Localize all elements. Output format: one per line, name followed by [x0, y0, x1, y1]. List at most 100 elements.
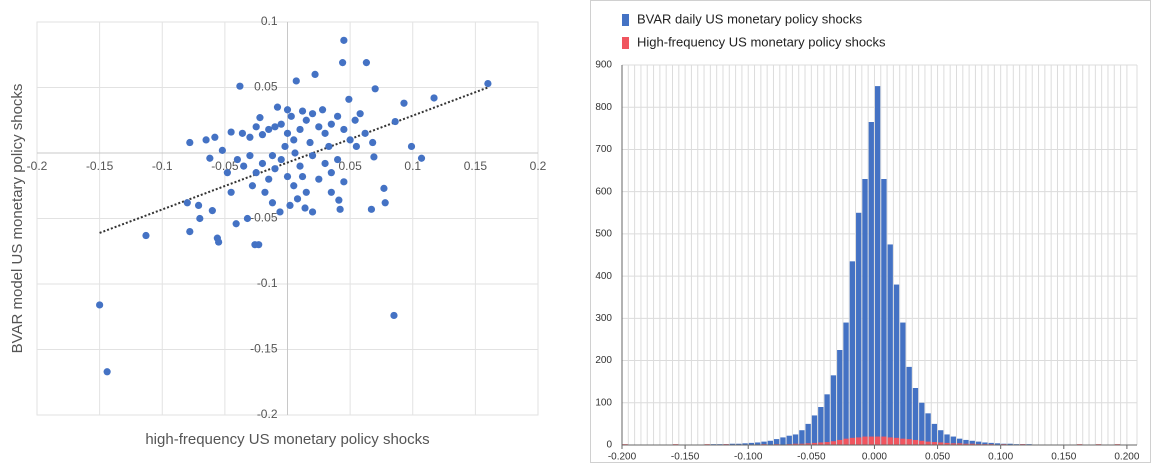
scatter-point — [183, 199, 191, 207]
scatter-point — [215, 238, 223, 246]
x-axis-title: high-frequency US monetary policy shocks — [145, 431, 429, 448]
histogram-bar — [938, 442, 944, 445]
histogram-bar — [868, 436, 874, 445]
scatter-point — [196, 214, 204, 223]
histogram-chart: 0 100 200 300 400 500 600 700 800 900 BVAR daily U… — [595, 11, 1140, 462]
histogram-bar — [988, 442, 994, 445]
x-tick-label: 0.05 — [338, 159, 362, 173]
histogram-bar — [874, 86, 881, 445]
histogram-bar — [957, 443, 963, 445]
x-tick-label: -0.1 — [152, 159, 173, 173]
scatter-point — [296, 125, 304, 134]
scatter-point — [369, 138, 377, 147]
histogram-bar — [975, 441, 982, 445]
histogram-bar — [837, 350, 843, 445]
x-tick-label: -0.200 — [608, 452, 637, 463]
scatter-point — [236, 82, 244, 90]
scatter-point — [142, 231, 150, 240]
histogram-bar — [830, 441, 837, 445]
scatter-point — [246, 133, 254, 141]
histogram-bar — [862, 436, 868, 445]
scatter-point — [334, 112, 342, 120]
histogram-bar — [818, 442, 824, 445]
scatter-point — [290, 136, 298, 144]
scatter-point — [352, 142, 360, 151]
y-axis-title: BVAR model US monetary policy shocks — [9, 84, 26, 354]
histogram-bar — [773, 439, 780, 445]
histogram-bar — [761, 441, 767, 445]
legend-swatch — [622, 37, 629, 49]
scatter-point — [291, 149, 299, 157]
scatter-point — [362, 59, 371, 67]
scatter-point — [243, 214, 252, 223]
scatter-point — [292, 77, 300, 85]
histogram-bar — [925, 413, 931, 445]
legend-label: High-frequency US monetary policy shocks — [637, 34, 886, 49]
x-tick-label: 0.2 — [530, 159, 547, 173]
scatter-point — [268, 152, 277, 160]
histogram-bar — [856, 212, 862, 445]
scatter-point — [265, 175, 273, 183]
histogram-bar — [799, 430, 805, 445]
legend-swatch — [622, 14, 629, 26]
scatter-point — [351, 116, 359, 124]
scatter-point — [327, 169, 335, 177]
y-tick-label: 800 — [595, 102, 612, 113]
histogram-bar — [893, 284, 900, 445]
x-tick-label: 0.050 — [925, 452, 950, 463]
histogram-bar — [906, 439, 912, 445]
histogram-bar — [742, 443, 748, 445]
histogram-bar — [950, 443, 956, 445]
histogram-bar — [849, 261, 856, 445]
y-tick-label: 0 — [606, 440, 612, 451]
scatter-point — [283, 106, 292, 114]
scatter-point — [371, 85, 379, 93]
scatter-point — [258, 159, 267, 168]
histogram-bar — [818, 407, 824, 445]
histogram-bar — [938, 430, 944, 445]
scatter-point — [223, 169, 231, 177]
histogram-bar — [736, 443, 742, 445]
scatter-point — [340, 178, 348, 186]
histogram-bar — [893, 437, 900, 445]
scatter-point — [417, 154, 426, 162]
scatter-point — [255, 241, 263, 249]
histogram-bar — [931, 423, 938, 445]
scatter-point — [315, 175, 323, 183]
scatter-point — [298, 107, 307, 115]
scatter-point — [206, 154, 214, 162]
histogram-bar — [950, 436, 956, 445]
histogram-bar — [799, 443, 805, 445]
scatter-point — [321, 129, 329, 137]
scatter-point — [240, 162, 248, 170]
histogram-bar — [969, 443, 975, 445]
histogram-bar — [912, 388, 919, 445]
scatter-point — [340, 125, 348, 134]
scatter-point — [318, 106, 327, 114]
histogram-bar — [963, 443, 969, 445]
scatter-point — [306, 138, 314, 147]
histogram-bar — [919, 402, 925, 445]
scatter-point — [321, 159, 329, 168]
histogram-bar — [862, 179, 868, 445]
scatter-point — [281, 142, 289, 151]
scatter-point — [339, 59, 347, 67]
scatter-point — [345, 95, 353, 103]
y-tick-label: -0.1 — [257, 276, 278, 290]
scatter-point — [308, 110, 317, 118]
scatter-chart: -0.2 -0.15 -0.1 -0.05 0.05 0.1 0.15 0.2 -0.2 -0.1… — [9, 14, 547, 448]
scatter-point — [258, 131, 267, 139]
scatter-point — [361, 129, 369, 137]
scatter-point — [265, 125, 273, 134]
x-tick-label: 0.200 — [1114, 452, 1139, 463]
histogram-bar — [729, 443, 736, 445]
histogram-bar — [994, 443, 1001, 445]
y-tick-label: -0.15 — [250, 342, 278, 356]
histogram-bar — [830, 375, 837, 445]
histogram-bar — [982, 442, 988, 445]
scatter-point — [232, 220, 240, 228]
scatter-point — [430, 94, 438, 102]
y-tick-label: 700 — [595, 144, 612, 155]
scatter-point — [246, 152, 254, 160]
scatter-point — [186, 138, 194, 147]
